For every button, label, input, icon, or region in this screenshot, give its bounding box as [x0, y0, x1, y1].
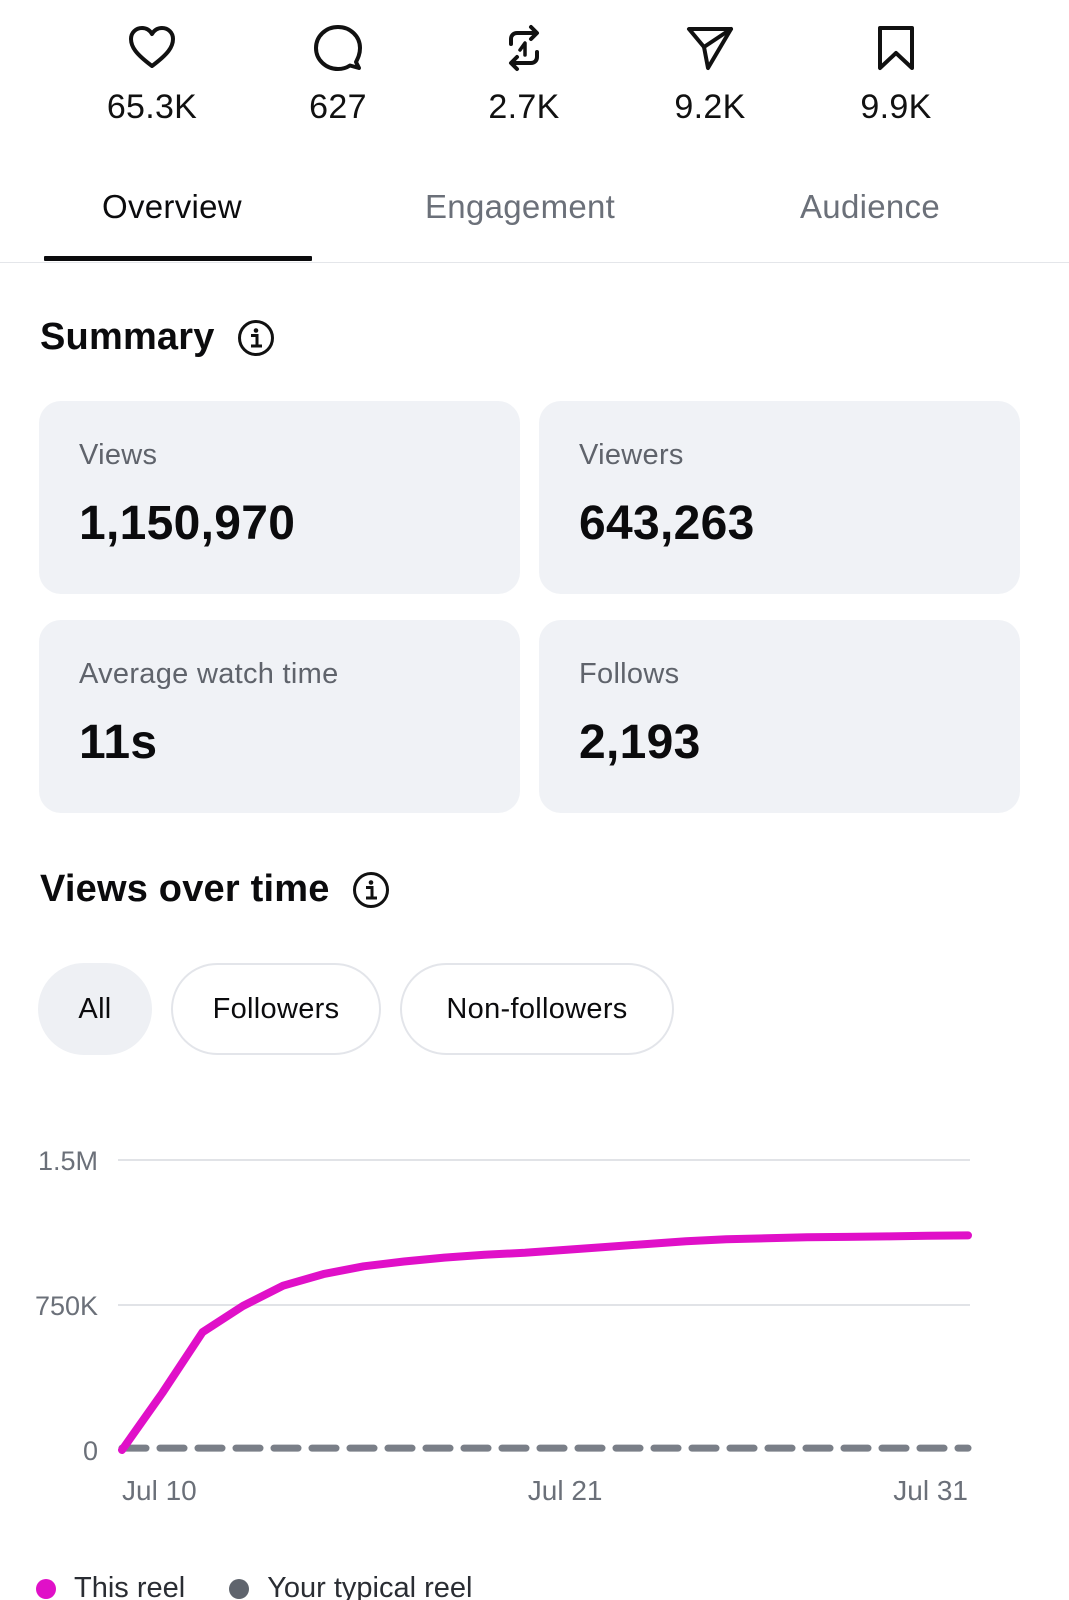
views-card[interactable]: Views 1,150,970: [39, 401, 520, 594]
tab-audience[interactable]: Audience: [800, 188, 941, 225]
likes-count: 65.3K: [106, 88, 198, 126]
likes-stat[interactable]: 65.3K: [62, 0, 242, 127]
legend-typical-reel: Your typical reel: [229, 1572, 472, 1600]
legend-this-reel: This reel: [36, 1572, 185, 1600]
views-over-time-chart: 1.5M 750K 0 Jul 10 Jul 21 Jul 31: [35, 1150, 972, 1506]
x-tick-label: Jul 10: [122, 1475, 197, 1506]
y-tick-label: 750K: [35, 1291, 98, 1321]
reel-stats-row: 65.3K 627 2.7K 9.2K 9.9K: [0, 0, 1069, 140]
filter-non-followers-chip[interactable]: Non-followers: [400, 963, 674, 1055]
y-tick-label: 1.5M: [38, 1150, 98, 1176]
views-over-time-heading: Views over time: [40, 868, 390, 911]
legend-typical-reel-label: Your typical reel: [267, 1572, 473, 1600]
follows-value: 2,193: [579, 716, 701, 769]
tab-engagement[interactable]: Engagement: [425, 188, 616, 225]
insights-tabs: Overview Engagement Audience: [0, 170, 1069, 263]
share-icon: [687, 27, 733, 70]
comments-stat[interactable]: 627: [248, 0, 428, 127]
info-icon[interactable]: [352, 871, 390, 909]
shares-stat[interactable]: 9.2K: [620, 0, 800, 127]
comments-count: 627: [309, 88, 367, 126]
reposts-count: 2.7K: [488, 88, 560, 126]
average-watch-time-value: 11s: [79, 716, 158, 769]
repost-icon: [509, 25, 539, 71]
bookmark-icon: [878, 26, 914, 70]
follows-card[interactable]: Follows 2,193: [539, 620, 1020, 813]
viewers-label: Viewers: [579, 439, 684, 471]
filter-all-chip[interactable]: All: [38, 963, 152, 1055]
heart-icon: [129, 26, 175, 68]
average-watch-time-label: Average watch time: [79, 658, 339, 690]
saves-count: 9.9K: [860, 88, 932, 126]
average-watch-time-card[interactable]: Average watch time 11s: [39, 620, 520, 813]
comment-icon: [314, 25, 362, 71]
x-tick-label: Jul 31: [893, 1475, 968, 1506]
info-icon[interactable]: [237, 319, 275, 357]
series-line-this-reel: [118, 1231, 972, 1454]
y-tick-label: 0: [83, 1436, 98, 1466]
legend-typical-reel-swatch: [229, 1578, 250, 1599]
legend-this-reel-swatch: [36, 1578, 56, 1599]
summary-title: Summary: [40, 316, 215, 358]
views-over-time-title: Views over time: [40, 868, 330, 910]
reposts-stat[interactable]: 2.7K: [434, 0, 614, 127]
shares-count: 9.2K: [674, 88, 746, 126]
follows-label: Follows: [579, 658, 680, 690]
filter-followers-chip[interactable]: Followers: [171, 963, 381, 1055]
active-tab-indicator: [44, 256, 312, 261]
chart-legend: This reel Your typical reel: [36, 1572, 516, 1600]
views-value: 1,150,970: [79, 497, 296, 550]
x-tick-label: Jul 21: [528, 1475, 603, 1506]
tab-overview[interactable]: Overview: [102, 188, 242, 225]
viewers-value: 643,263: [579, 497, 755, 550]
summary-heading: Summary: [40, 316, 275, 359]
legend-this-reel-label: This reel: [74, 1572, 186, 1600]
views-label: Views: [79, 439, 158, 471]
viewers-card[interactable]: Viewers 643,263: [539, 401, 1020, 594]
saves-stat[interactable]: 9.9K: [806, 0, 986, 127]
